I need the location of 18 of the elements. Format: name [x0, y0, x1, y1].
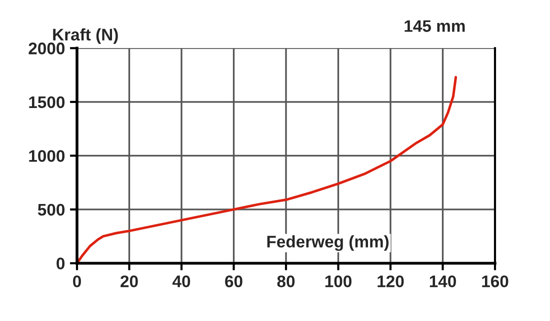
x-tick-label: 120	[378, 275, 404, 288]
x-tick-label: 0	[73, 275, 81, 288]
x-tick-label: 40	[172, 275, 190, 288]
x-tick-label: 20	[120, 275, 138, 288]
y-tick-label: 500	[38, 204, 65, 216]
x-tick-label: 60	[225, 275, 242, 288]
y-tick-label: 2000	[28, 42, 65, 54]
x-tick-label: 140	[430, 275, 456, 288]
y-tick-label: 0	[56, 258, 65, 270]
x-tick-label: 100	[325, 275, 352, 288]
y-axis-title: Kraft (N)	[53, 28, 118, 44]
x-tick-label: 80	[277, 275, 295, 288]
y-tick-label: 1000	[29, 150, 65, 162]
text: 145 mm	[404, 20, 465, 32]
y-tick-label: 1500	[29, 96, 65, 108]
x-tick-label: 160	[482, 275, 508, 288]
x-axis-title: Federweg (mm)	[267, 235, 389, 251]
line-series	[77, 76, 458, 264]
